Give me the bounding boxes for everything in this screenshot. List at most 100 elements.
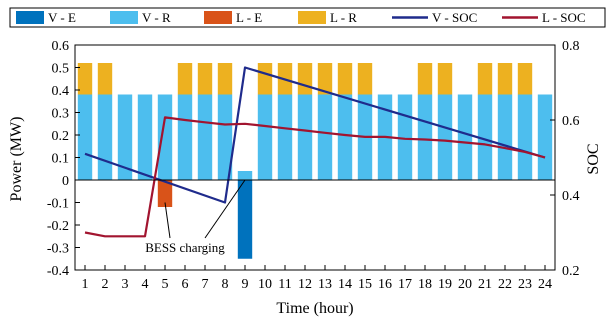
y2-tick-label: 0.8: [562, 39, 580, 54]
axes-layer: -0.4 -0.3 -0.2 -0.1 0 0.1 0.2 0.3 0.4 0.5 0.6 0.2 0.…: [47, 39, 580, 292]
y-tick-label: -0.4: [47, 264, 69, 279]
x-tick-label: 6: [182, 277, 189, 292]
bar-v-r-22: [497, 94, 513, 180]
bar-v-r-21: [477, 94, 493, 180]
bar-l-r-15: [357, 63, 373, 95]
line-l-soc: [84, 116, 546, 238]
bar-v-r-12: [297, 94, 313, 180]
y2-tick-label: 0.2: [562, 264, 580, 279]
x-tick-label: 14: [338, 277, 352, 292]
bar-l-r-18: [417, 63, 433, 95]
x-tick-label: 3: [122, 277, 129, 292]
y-tick-label: 0.2: [52, 129, 70, 144]
legend-label-v-r: V - R: [142, 10, 171, 25]
x-tick-label: 22: [498, 277, 512, 292]
y2-tick-label: 0.4: [562, 189, 580, 204]
x-tick-label: 12: [298, 277, 312, 292]
legend-swatch-l-e: [204, 11, 232, 24]
legend-label-l-e: L - E: [236, 10, 262, 25]
annotation-bg: [137, 239, 233, 257]
x-tick-label: 24: [538, 277, 552, 292]
bar-v-r-10: [257, 94, 273, 180]
bar-l-r-19: [437, 63, 453, 95]
bar-v-r-13: [317, 94, 333, 180]
y-tick-label: 0.5: [52, 62, 70, 77]
x-tick-label: 17: [398, 277, 412, 292]
bar-v-r-1: [77, 94, 93, 180]
x-tick-label: 18: [418, 277, 432, 292]
legend-label-v-soc: V - SOC: [432, 10, 477, 25]
bar-v-r-7: [197, 94, 213, 180]
bar-v-r-18: [417, 94, 433, 180]
x-tick-label: 15: [358, 277, 372, 292]
x-tick-label: 7: [202, 277, 209, 292]
annotation-text: BESS charging: [145, 240, 225, 255]
bar-v-r-5: [157, 94, 173, 180]
x-axis-label: Time (hour): [276, 300, 353, 317]
x-tick-label: 9: [242, 277, 249, 292]
y-tick-label: -0.3: [47, 242, 69, 257]
y-tick-label: 0.1: [52, 152, 70, 167]
bar-l-r-23: [517, 63, 533, 95]
x-tick-label: 16: [378, 277, 392, 292]
bar-v-r-6: [177, 94, 193, 180]
bar-v-r-8: [217, 94, 233, 180]
y-tick-label: -0.2: [47, 219, 69, 234]
annotation-layer: BESS charging: [137, 179, 246, 257]
x-tick-label: 4: [142, 277, 149, 292]
legend-swatch-l-r: [298, 11, 326, 24]
bar-l-r-13: [317, 63, 333, 95]
x-tick-label: 10: [258, 277, 272, 292]
chart-legend: V - E V - R L - E L - R V - SOC L - SOC: [9, 7, 606, 28]
bar-v-r-20: [457, 94, 473, 180]
y-tick-label: 0.4: [52, 84, 70, 99]
bar-v-r-3: [117, 94, 133, 180]
x-tick-label: 13: [318, 277, 332, 292]
y-tick-label: 0: [62, 174, 69, 189]
x-tick-label: 21: [478, 277, 492, 292]
bar-l-r-7: [197, 63, 213, 95]
x-tick-label: 11: [278, 277, 291, 292]
x-tick-label: 19: [438, 277, 452, 292]
x-tick-label: 23: [518, 277, 532, 292]
x-tick-label: 2: [102, 277, 109, 292]
bar-v-r-2: [97, 94, 113, 180]
annotation-arrow: [204, 179, 246, 239]
y-tick-label: 0.6: [52, 39, 70, 54]
bar-l-r-14: [337, 63, 353, 95]
bar-v-r-4: [137, 94, 153, 180]
legend-swatch-v-e: [16, 11, 44, 24]
x-tick-label: 8: [222, 277, 229, 292]
bar-l-r-6: [177, 63, 193, 95]
bar-v-e-9: [237, 180, 253, 259]
y2-axis-label: SOC: [585, 143, 602, 174]
x-tick-label: 20: [458, 277, 472, 292]
legend-label-v-e: V - E: [48, 10, 76, 25]
y-axis-label: Power (MW): [8, 117, 25, 202]
bar-v-r-11: [277, 94, 293, 180]
bar-v-r-14: [337, 94, 353, 180]
y-tick-label: -0.1: [47, 197, 69, 212]
legend-label-l-r: L - R: [330, 10, 357, 25]
bar-l-r-10: [257, 63, 273, 95]
annotation-arrow: [164, 202, 171, 239]
bar-l-r-12: [297, 63, 313, 95]
y2-tick-label: 0.6: [562, 114, 580, 129]
y-tick-label: 0.3: [52, 107, 70, 122]
bar-v-r-19: [437, 94, 453, 180]
bar-l-r-1: [77, 63, 93, 95]
bar-l-r-22: [497, 63, 513, 95]
bar-v-r-24: [537, 94, 553, 180]
bar-l-r-8: [217, 63, 233, 95]
legend-label-l-soc: L - SOC: [542, 10, 586, 25]
line-layer: [84, 66, 546, 238]
bar-l-e-5: [157, 180, 173, 207]
bar-layer: [77, 63, 553, 259]
bar-l-r-21: [477, 63, 493, 95]
x-tick-label: 5: [162, 277, 169, 292]
legend-swatch-v-r: [110, 11, 138, 24]
bar-l-r-2: [97, 63, 113, 95]
x-tick-label: 1: [82, 277, 89, 292]
bar-v-r-9: [237, 171, 253, 180]
